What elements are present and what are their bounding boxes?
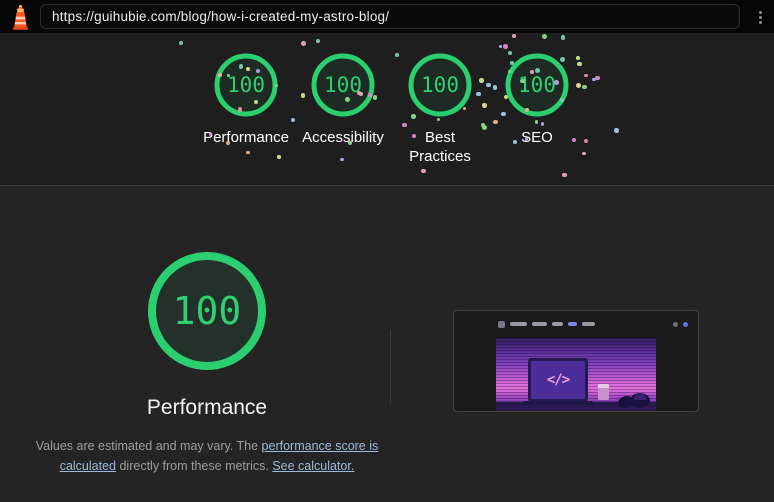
code-icon: </> bbox=[546, 372, 570, 388]
thumbnail-site-navbar bbox=[498, 318, 688, 330]
thumbnail-nav-item bbox=[510, 322, 527, 326]
score-label: SEO bbox=[521, 129, 553, 146]
disclaimer-text: Values are estimated and may vary. The bbox=[35, 439, 262, 453]
gauge-seo[interactable]: 100 SEO bbox=[505, 53, 569, 166]
thumbnail-theme-toggle-icon bbox=[683, 321, 688, 327]
performance-score-value: 100 bbox=[172, 289, 242, 333]
gauge-accessibility[interactable]: 100 Accessibility bbox=[302, 53, 384, 166]
final-screenshot-thumbnail: </> bbox=[453, 310, 699, 412]
thumbnail-nav-item-active bbox=[568, 322, 577, 326]
gauge-ring: 100 bbox=[214, 53, 278, 117]
lighthouse-icon bbox=[12, 5, 29, 30]
score-value: 100 bbox=[324, 73, 362, 97]
score-label: Best Practices bbox=[409, 129, 471, 165]
gauge-best-practices[interactable]: 100 Best Practices bbox=[408, 53, 472, 166]
illustration-desk bbox=[496, 402, 656, 411]
illustration-headphones bbox=[616, 392, 652, 410]
vertical-divider bbox=[390, 330, 391, 404]
illustration-laptop: </> bbox=[528, 358, 588, 402]
score-label: Accessibility bbox=[302, 129, 384, 146]
gauge-performance[interactable]: 100 Performance bbox=[203, 53, 289, 166]
performance-gauge: 100 bbox=[147, 251, 267, 371]
gauge-ring: 100 bbox=[408, 53, 472, 117]
performance-section-title: Performance bbox=[146, 396, 268, 419]
gauge-ring: 100 bbox=[505, 53, 569, 117]
score-disclaimer: Values are estimated and may vary. The p… bbox=[27, 436, 387, 476]
disclaimer-text: directly from these metrics. bbox=[116, 459, 273, 473]
thumbnail-search-icon bbox=[673, 321, 678, 327]
gauge-row: 100 Performance 100 Accessibility 100 Be… bbox=[0, 53, 774, 166]
score-value: 100 bbox=[421, 73, 459, 97]
score-value: 100 bbox=[227, 73, 265, 97]
illustration-coffee-cup bbox=[598, 384, 609, 400]
thumbnail-site-logo bbox=[498, 320, 505, 328]
score-label: Performance bbox=[203, 129, 289, 146]
thumbnail-nav-item bbox=[582, 322, 595, 326]
see-calculator-link[interactable]: See calculator. bbox=[272, 459, 355, 473]
score-value: 100 bbox=[518, 73, 556, 97]
performance-section: 100 Performance Values are estimated and… bbox=[0, 186, 774, 502]
top-bar: https://guihubie.com/blog/how-i-created-… bbox=[0, 0, 774, 33]
gauge-ring: 100 bbox=[311, 53, 375, 117]
thumbnail-hero-illustration: </> bbox=[496, 338, 656, 411]
tested-url[interactable]: https://guihubie.com/blog/how-i-created-… bbox=[40, 4, 740, 29]
thumbnail-nav-item bbox=[532, 322, 547, 326]
scores-summary-band: 100 Performance 100 Accessibility 100 Be… bbox=[0, 33, 774, 186]
thumbnail-nav-item bbox=[552, 322, 563, 326]
illustration-laptop-base bbox=[523, 401, 593, 405]
score-calculation-link[interactable]: performance score is calculated bbox=[59, 439, 379, 473]
kebab-menu-icon[interactable] bbox=[753, 8, 767, 26]
